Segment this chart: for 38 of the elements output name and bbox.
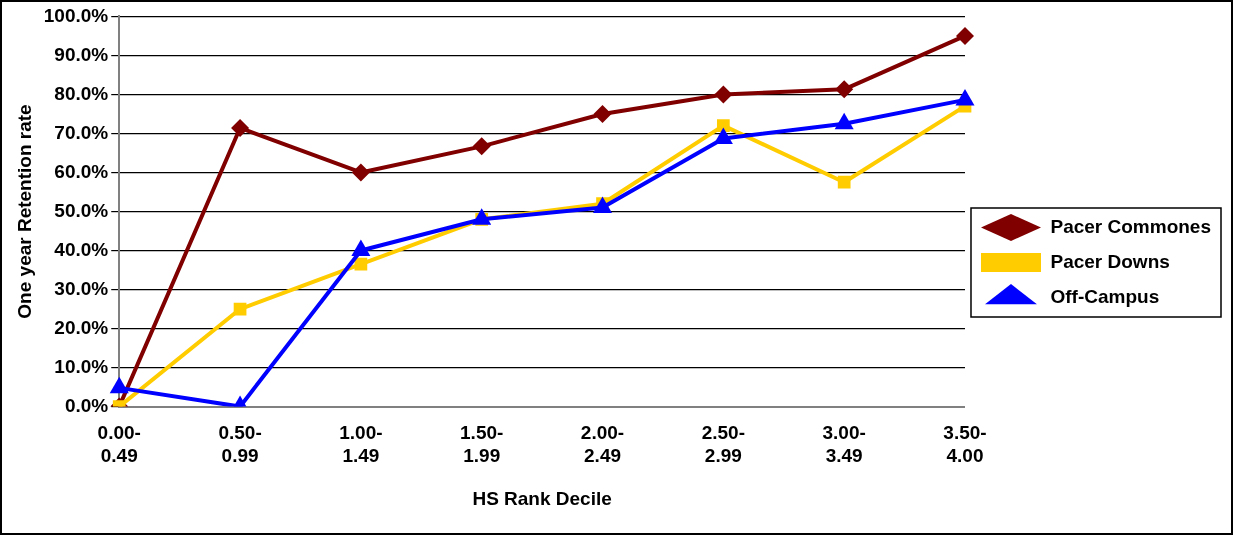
legend-label: Off-Campus [1050, 285, 1160, 307]
point [472, 137, 491, 156]
point [231, 119, 250, 137]
y-tick-label: 60.0% [54, 160, 109, 182]
x-tick-label: 2.00-2.49 [580, 422, 625, 467]
y-tick-label: 20.0% [54, 316, 109, 338]
y-axis-title: One year Retention rate [13, 104, 35, 319]
x-tick-label: 0.50-0.99 [218, 422, 262, 467]
point [716, 119, 730, 133]
y-tick-label: 30.0% [54, 277, 109, 299]
point [354, 257, 368, 271]
x-axis-title: HS Rank Decile [472, 487, 612, 509]
y-tick-label: 50.0% [54, 199, 109, 221]
legend-label: Pacer Commones [1050, 215, 1212, 237]
x-tick-label: 0.00-0.49 [97, 422, 141, 467]
y-tick-label: 0.0% [64, 394, 109, 416]
point [109, 376, 129, 394]
y-tick-label: 80.0% [54, 82, 109, 104]
point [593, 104, 612, 123]
y-tick-label: 40.0% [54, 238, 109, 260]
y-tick-label: 10.0% [54, 355, 109, 377]
x-tick-label: 3.00-3.49 [822, 422, 866, 467]
y-tick-label: 70.0% [54, 121, 109, 143]
legend-label: Pacer Downs [1050, 250, 1170, 272]
y-tick-label: 90.0% [54, 43, 109, 65]
x-tick-label: 1.00-1.49 [339, 422, 383, 467]
point [714, 85, 733, 104]
x-tick-label: 1.50-1.99 [460, 422, 504, 467]
point [835, 80, 854, 99]
point [351, 163, 370, 182]
point [351, 239, 371, 257]
y-tick-label: 100.0% [43, 4, 109, 26]
point [837, 175, 851, 189]
x-tick-label: 2.50-2.99 [701, 422, 746, 467]
x-tick-label: 3.50-4.00 [943, 422, 987, 467]
point [593, 196, 613, 214]
point [955, 26, 974, 45]
point [472, 208, 492, 225]
